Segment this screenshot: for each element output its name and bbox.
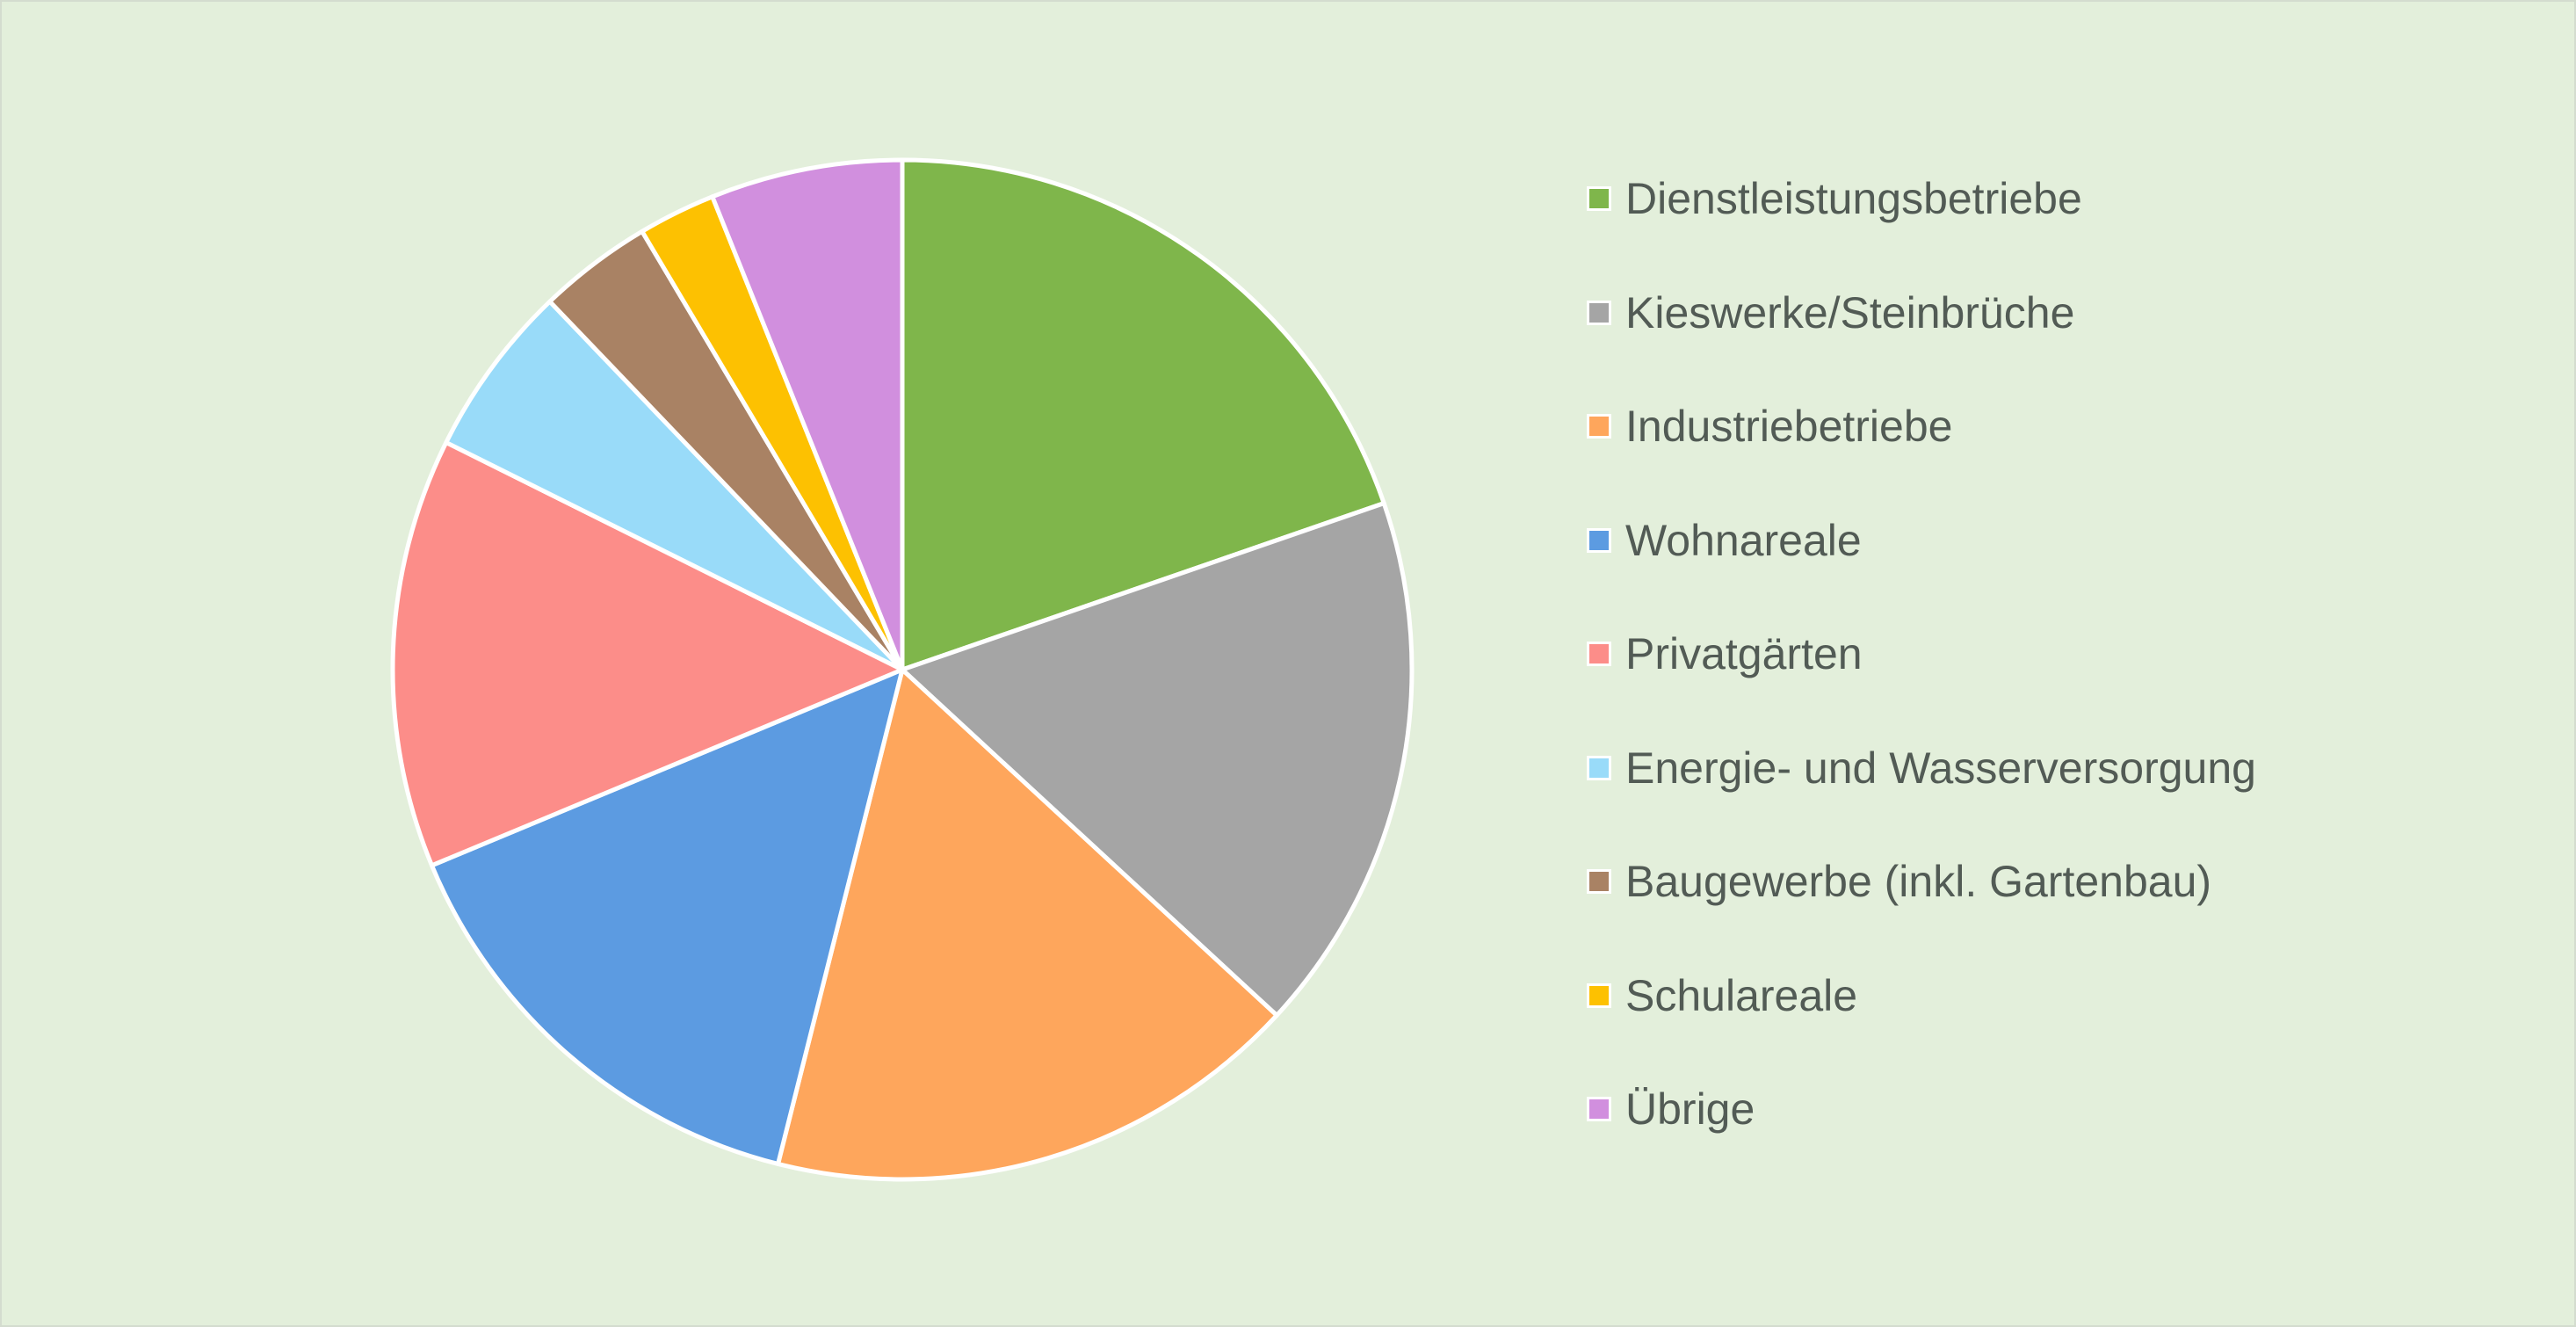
- legend-item: Kieswerke/Steinbrüche: [1587, 285, 2256, 341]
- legend-label: Wohnareale: [1625, 515, 1862, 565]
- legend: Dienstleistungsbetriebe Kieswerke/Steinbr…: [1587, 170, 2256, 1195]
- legend-item: Baugewerbe (inkl. Gartenbau): [1587, 853, 2256, 910]
- legend-swatch: [1587, 300, 1611, 325]
- legend-label: Industriebetriebe: [1625, 402, 1953, 451]
- legend-label: Dienstleistungsbetriebe: [1625, 174, 2082, 223]
- pie-slice-4: [390, 439, 905, 868]
- legend-swatch: [1587, 983, 1611, 1008]
- pie-slice-2: [776, 667, 1279, 1182]
- legend-label: Schulareale: [1625, 970, 1858, 1020]
- legend-item: Dienstleistungsbetriebe: [1587, 170, 2256, 227]
- legend-swatch: [1587, 527, 1611, 553]
- pie-slice-5: [444, 299, 905, 672]
- legend-swatch: [1587, 414, 1611, 439]
- legend-label: Privatgärten: [1625, 629, 1863, 678]
- pie-slice-0: [900, 157, 1386, 672]
- legend-item: Wohnareale: [1587, 512, 2256, 569]
- legend-label: Baugewerbe (inkl. Gartenbau): [1625, 857, 2212, 906]
- legend-label: Übrige: [1625, 1084, 1755, 1134]
- pie-slice-3: [429, 667, 905, 1166]
- legend-item: Industriebetriebe: [1587, 398, 2256, 454]
- legend-swatch: [1587, 186, 1611, 211]
- legend-swatch: [1587, 755, 1611, 780]
- legend-item: Übrige: [1587, 1081, 2256, 1137]
- legend-item: Schulareale: [1587, 968, 2256, 1024]
- legend-swatch: [1587, 869, 1611, 894]
- legend-swatch: [1587, 1097, 1611, 1121]
- legend-swatch: [1587, 642, 1611, 666]
- legend-label: Energie- und Wasserversorgung: [1625, 743, 2256, 793]
- pie-slice-1: [900, 501, 1415, 1018]
- legend-item: Energie- und Wasserversorgung: [1587, 740, 2256, 796]
- legend-label: Kieswerke/Steinbrüche: [1625, 287, 2075, 337]
- pie-slice-8: [710, 157, 905, 672]
- legend-item: Privatgärten: [1587, 626, 2256, 682]
